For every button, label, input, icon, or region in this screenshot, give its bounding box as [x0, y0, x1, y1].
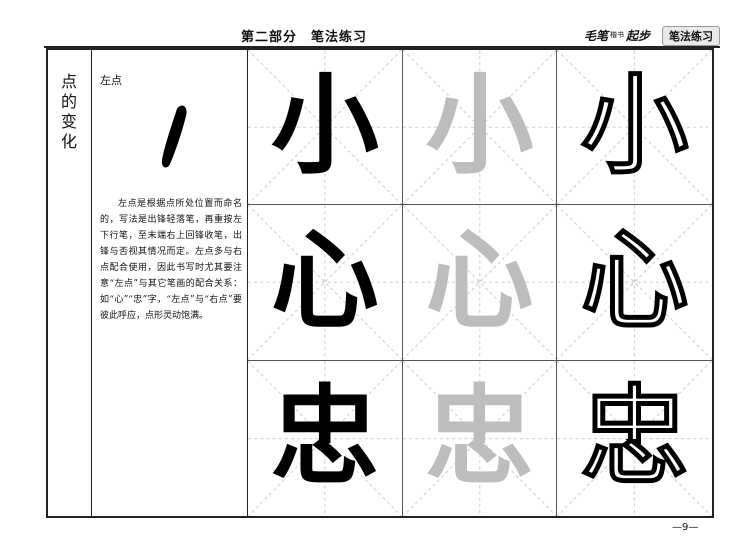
- brand-text-3: 起步: [626, 28, 651, 43]
- practice-char-solid: 忠: [270, 375, 379, 501]
- grid-guide: [557, 360, 712, 516]
- page-title: 第二部分 笔法练习: [240, 30, 367, 45]
- grid-guide: [402, 360, 557, 516]
- practice-char-outline: 心: [580, 219, 690, 345]
- practice-cell-gray: 小: [402, 50, 558, 206]
- brand-text-1: 毛笔: [584, 28, 609, 43]
- practice-cell-gray: 忠: [402, 360, 558, 516]
- practice-char-gray: 忠: [425, 375, 534, 501]
- practice-cell-solid: 心: [248, 205, 403, 361]
- practice-char-gray: 心: [425, 219, 534, 345]
- side-column: 点的变化: [48, 50, 92, 516]
- lesson-frame: 点的变化 左点 左点是根据点所处位置而命名的，写法是出锋轻落笔，再重按左下行笔，…: [46, 48, 714, 518]
- grid-guide: [402, 205, 557, 360]
- practice-char-solid: 小: [270, 64, 379, 190]
- stroke-label: 左点: [100, 74, 122, 87]
- brand-logo: 毛笔 楷书 起步: [584, 24, 650, 46]
- explanation-text: 左点是根据点所处位置而命名的，写法是出锋轻落笔，再重按左下行笔，至末端右上回锋收…: [100, 199, 242, 321]
- practice-char-outline: 忠: [580, 375, 690, 501]
- grid-guide: [557, 205, 712, 360]
- page-number: —9—: [672, 522, 699, 533]
- practice-grid: 小 小 小: [248, 50, 712, 516]
- practice-cell-outline: 忠: [557, 360, 712, 516]
- grid-guide: [248, 205, 402, 360]
- practice-cell-outline: 小: [557, 50, 712, 206]
- grid-guide: [248, 360, 402, 516]
- practice-char-outline: 小: [580, 64, 690, 190]
- practice-char-gray: 小: [425, 64, 534, 190]
- practice-cell-gray: 心: [402, 205, 558, 361]
- practice-cell-outline: 心: [557, 205, 712, 361]
- header-rule: [44, 46, 720, 48]
- grid-guide: [248, 50, 402, 205]
- page-header: 第二部分 笔法练习 毛笔 楷书 起步 笔法练习: [44, 24, 720, 46]
- section-tag: 笔法练习: [662, 26, 720, 46]
- grid-guide: [557, 50, 712, 205]
- left-dot-stroke-illustration: [161, 105, 187, 168]
- practice-cell-solid: 小: [248, 50, 403, 206]
- explanation-column: 左点 左点是根据点所处位置而命名的，写法是出锋轻落笔，再重按左下行笔，至末端右上…: [92, 50, 248, 516]
- grid-guide: [402, 50, 557, 205]
- side-title: 点的变化: [60, 72, 77, 151]
- practice-char-solid: 心: [270, 219, 379, 345]
- practice-cell-solid: 忠: [248, 360, 403, 516]
- brand-text-2: 楷书: [610, 31, 625, 39]
